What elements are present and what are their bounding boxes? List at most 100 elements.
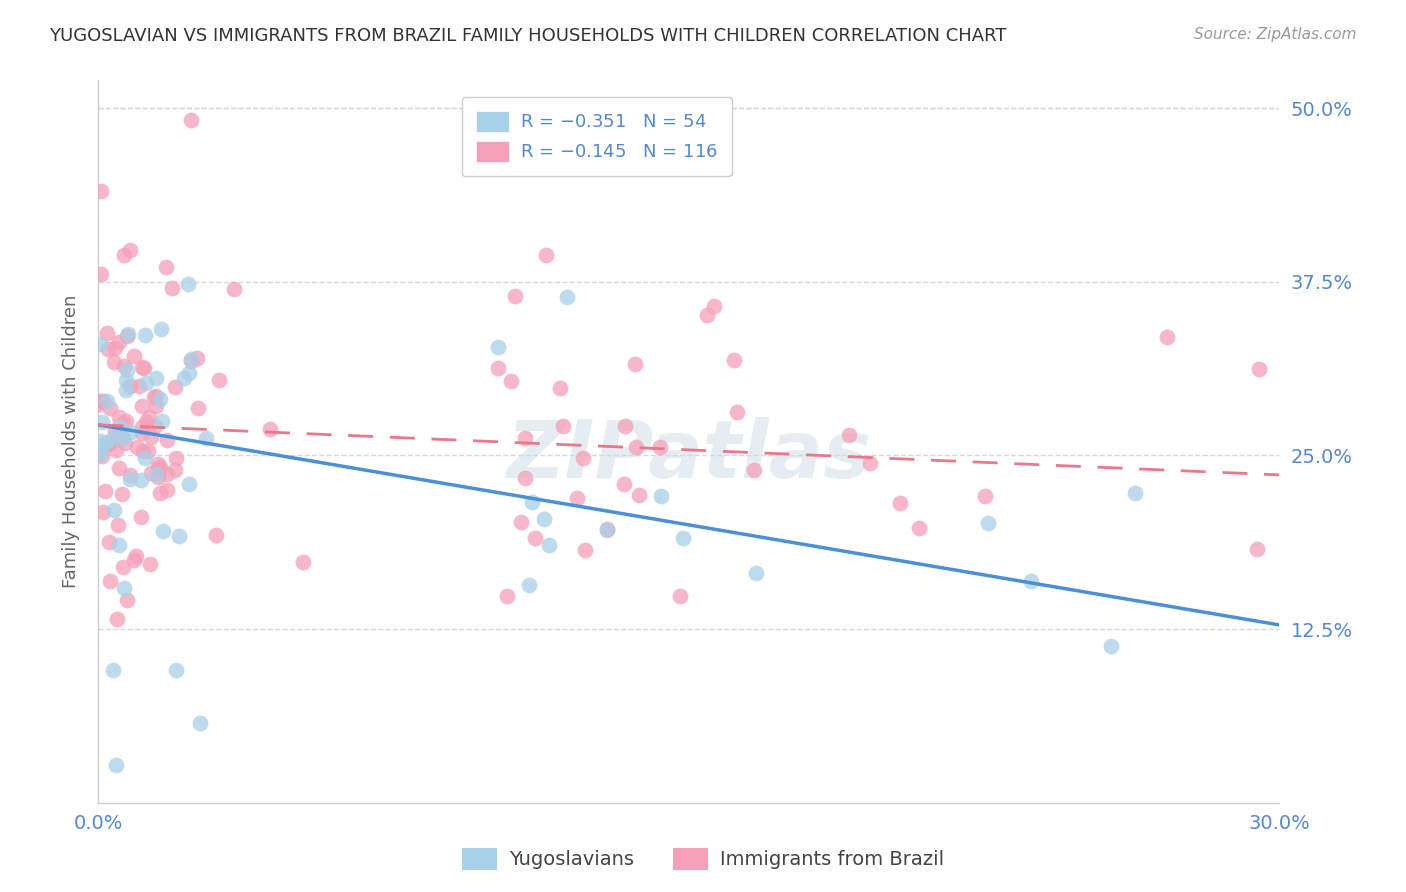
Point [149, 459, 172, 474]
Point [97, 535, 120, 549]
Point [650, 489, 672, 503]
Point [156, 483, 179, 497]
Point [127, 440, 149, 454]
Point [132, 361, 155, 376]
Point [114, 435, 136, 450]
Point [624, 440, 647, 454]
Point [149, 486, 172, 500]
Point [103, 503, 125, 517]
Point [977, 516, 1000, 530]
Point [97, 342, 120, 356]
Point [623, 357, 645, 371]
Point [534, 248, 557, 262]
Point [548, 381, 571, 395]
Point [513, 431, 536, 445]
Point [650, 440, 672, 454]
Point [742, 463, 765, 477]
Point [108, 410, 131, 425]
Point [291, 555, 314, 569]
Point [129, 473, 152, 487]
Point [596, 523, 619, 537]
Point [135, 376, 157, 391]
Point [499, 374, 522, 388]
Point [131, 419, 153, 434]
Point [139, 557, 162, 571]
Point [503, 289, 526, 303]
Point [131, 359, 153, 374]
Point [180, 112, 202, 127]
Point [614, 419, 637, 434]
Point [908, 520, 931, 534]
Point [145, 389, 167, 403]
Point [139, 429, 162, 443]
Point [89, 447, 111, 461]
Point [134, 328, 156, 343]
Point [145, 399, 167, 413]
Point [117, 327, 139, 342]
Point [122, 552, 145, 566]
Point [89, 337, 111, 351]
Point [486, 361, 509, 376]
Point [859, 456, 882, 470]
Point [120, 378, 142, 392]
Point [572, 451, 595, 466]
Point [120, 472, 142, 486]
Legend: R = $-$0.351   N = 54, R = $-$0.145   N = 116: R = $-$0.351 N = 54, R = $-$0.145 N = 11… [461, 96, 733, 176]
Point [136, 443, 159, 458]
Point [131, 426, 153, 441]
Point [87, 394, 110, 409]
Point [533, 511, 555, 525]
Point [115, 593, 138, 607]
Point [149, 392, 172, 406]
Point [96, 326, 118, 340]
Point [187, 401, 209, 416]
Point [90, 437, 112, 451]
Point [94, 483, 117, 498]
Point [208, 373, 231, 387]
Point [138, 410, 160, 425]
Point [146, 469, 169, 483]
Point [205, 528, 228, 542]
Point [672, 531, 695, 545]
Point [107, 518, 129, 533]
Point [128, 379, 150, 393]
Point [87, 397, 110, 411]
Point [145, 370, 167, 384]
Point [108, 538, 131, 552]
Point [112, 416, 135, 430]
Point [108, 334, 131, 349]
Point [169, 529, 191, 543]
Point [146, 457, 169, 471]
Point [122, 349, 145, 363]
Point [89, 434, 111, 449]
Point [112, 248, 135, 262]
Point [115, 383, 138, 397]
Point [112, 431, 135, 445]
Point [98, 435, 121, 450]
Point [125, 549, 148, 564]
Point [108, 420, 131, 434]
Point [627, 488, 650, 502]
Point [574, 543, 596, 558]
Point [486, 340, 509, 354]
Point [150, 322, 173, 336]
Point [555, 290, 578, 304]
Point [112, 581, 135, 595]
Point [104, 758, 127, 772]
Point [156, 433, 179, 447]
Point [145, 467, 167, 481]
Point [115, 414, 138, 428]
Point [696, 308, 718, 322]
Point [537, 538, 560, 552]
Point [1021, 574, 1043, 588]
Point [553, 419, 575, 434]
Point [165, 463, 187, 477]
Point [105, 443, 128, 458]
Point [165, 663, 187, 677]
Point [889, 496, 911, 510]
Point [98, 401, 121, 416]
Point [108, 460, 131, 475]
Point [139, 466, 162, 480]
Point [613, 477, 636, 491]
Point [104, 423, 127, 437]
